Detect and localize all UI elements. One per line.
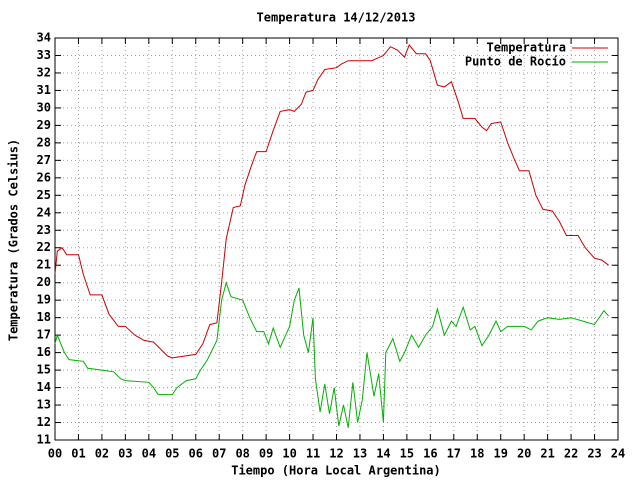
- plot-border: [54, 37, 619, 441]
- y-tick-label: 23: [37, 223, 51, 237]
- y-tick-label: 16: [37, 345, 51, 359]
- y-tick-label: 27: [37, 153, 51, 167]
- y-tick-label: 30: [37, 100, 51, 114]
- x-tick-label: 04: [142, 447, 156, 461]
- x-tick-label: 05: [165, 447, 179, 461]
- x-tick-label: 01: [71, 447, 85, 461]
- x-tick-label: 23: [587, 447, 601, 461]
- y-tick-label: 14: [37, 380, 51, 394]
- y-tick-label: 20: [37, 275, 51, 289]
- y-tick-label: 34: [37, 31, 51, 45]
- x-tick-label: 09: [259, 447, 273, 461]
- y-tick-label: 11: [37, 433, 51, 447]
- x-tick-label: 07: [212, 447, 226, 461]
- x-tick-label: 10: [282, 447, 296, 461]
- y-tick-label: 15: [37, 363, 51, 377]
- y-tick-label: 29: [37, 118, 51, 132]
- x-tick-label: 17: [447, 447, 461, 461]
- y-tick-label: 26: [37, 170, 51, 184]
- data-line: [54, 280, 609, 428]
- chart-title: Temperatura 14/12/2013: [257, 11, 416, 25]
- x-tick-label: 21: [540, 447, 554, 461]
- y-tick-label: 18: [37, 310, 51, 324]
- x-tick-label: 00: [48, 447, 62, 461]
- x-tick-label: 24: [611, 447, 625, 461]
- y-tick-label: 24: [37, 205, 51, 219]
- x-tick-label: 08: [235, 447, 249, 461]
- x-tick-label: 13: [353, 447, 367, 461]
- x-tick-label: 12: [329, 447, 343, 461]
- y-tick-label: 21: [37, 258, 51, 272]
- x-tick-label: 16: [423, 447, 437, 461]
- y-tick-label: 12: [37, 415, 51, 429]
- x-tick-label: 11: [306, 447, 320, 461]
- y-tick-label: 13: [37, 398, 51, 412]
- data-line: [54, 44, 609, 359]
- y-tick-label: 28: [37, 135, 51, 149]
- y-tick-label: 25: [37, 188, 51, 202]
- y-axis-title: Temperatura (Grados Celsius): [7, 139, 21, 341]
- x-tick-label: 19: [493, 447, 507, 461]
- y-tick-label: 32: [37, 65, 51, 79]
- y-tick-label: 19: [37, 293, 51, 307]
- x-tick-label: 22: [564, 447, 578, 461]
- x-tick-label: 03: [118, 447, 132, 461]
- x-tick-label: 18: [470, 447, 484, 461]
- y-tick-label: 22: [37, 240, 51, 254]
- y-tick-label: 17: [37, 328, 51, 342]
- x-tick-label: 06: [189, 447, 203, 461]
- x-axis-title: Tiempo (Hora Local Argentina): [231, 464, 441, 478]
- y-tick-label: 33: [37, 48, 51, 62]
- x-tick-label: 02: [95, 447, 109, 461]
- x-tick-label: 15: [400, 447, 414, 461]
- y-tick-label: 31: [37, 83, 51, 97]
- x-tick-label: 20: [517, 447, 531, 461]
- legend-label: Temperatura: [487, 41, 566, 55]
- x-tick-label: 14: [376, 447, 390, 461]
- legend-label: Punto de Rocío: [465, 55, 566, 69]
